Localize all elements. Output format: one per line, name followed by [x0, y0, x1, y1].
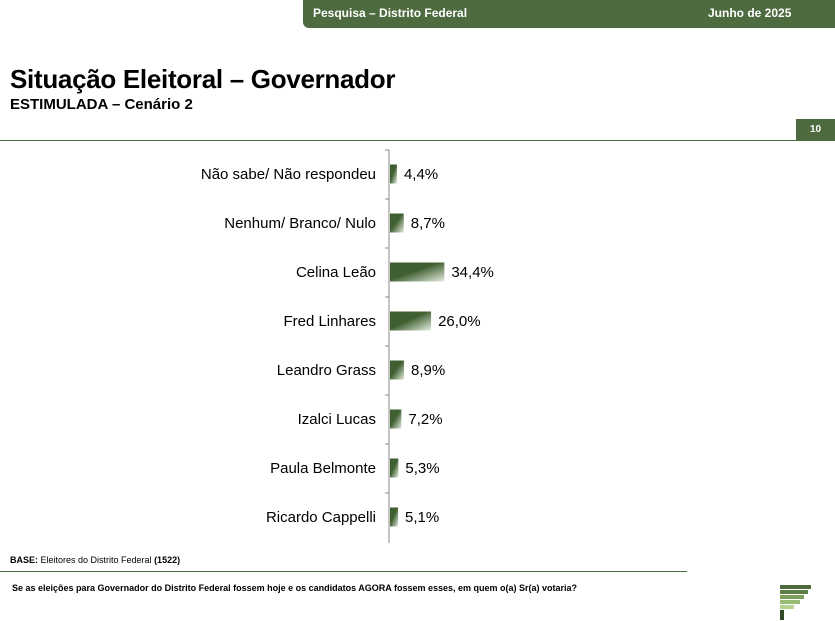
header-divider	[0, 140, 835, 141]
survey-label: Pesquisa – Distrito Federal	[313, 6, 468, 20]
bar	[390, 311, 432, 331]
bar	[390, 458, 399, 478]
category-label: Leandro Grass	[277, 362, 376, 379]
category-label: Fred Linhares	[283, 313, 376, 330]
data-label: 8,7%	[411, 215, 445, 232]
base-note: BASE: Eleitores do Distrito Federal (152…	[10, 555, 180, 565]
survey-date: Junho de 2025	[708, 6, 792, 20]
data-label: 5,3%	[405, 460, 439, 477]
bar	[390, 262, 445, 282]
page-title: Situação Eleitoral – Governador	[10, 64, 396, 94]
footer-divider	[0, 571, 687, 572]
data-label: 34,4%	[451, 264, 494, 281]
page-number-badge: 10	[796, 119, 835, 141]
category-label: Nenhum/ Branco/ Nulo	[224, 215, 376, 232]
bar	[390, 409, 402, 429]
category-label: Celina Leão	[296, 264, 376, 281]
bar	[390, 360, 405, 380]
data-label: 8,9%	[411, 362, 445, 379]
survey-question: Se as eleições para Governador do Distri…	[12, 583, 578, 593]
bar	[390, 164, 397, 184]
bar	[390, 507, 399, 527]
category-label: Ricardo Cappelli	[266, 509, 376, 526]
category-label: Paula Belmonte	[270, 460, 376, 477]
base-text: Eleitores do Distrito Federal	[38, 555, 155, 565]
data-label: 7,2%	[408, 411, 442, 428]
header-bar: Pesquisa – Distrito Federal Junho de 202…	[303, 0, 835, 28]
base-label: BASE:	[10, 555, 39, 565]
data-label: 5,1%	[405, 509, 439, 526]
bar-chart: Não sabe/ Não respondeu 4,4% Nenhum/ Branc…	[201, 149, 494, 543]
category-label: Não sabe/ Não respondeu	[201, 166, 376, 183]
data-label: 26,0%	[438, 313, 481, 330]
page-subtitle: ESTIMULADA – Cenário 2	[10, 96, 193, 113]
data-label: 4,4%	[404, 166, 438, 183]
base-count: (1522)	[154, 555, 181, 565]
bar	[390, 213, 404, 233]
category-label: Izalci Lucas	[298, 411, 376, 428]
brand-logo-icon	[780, 585, 811, 620]
